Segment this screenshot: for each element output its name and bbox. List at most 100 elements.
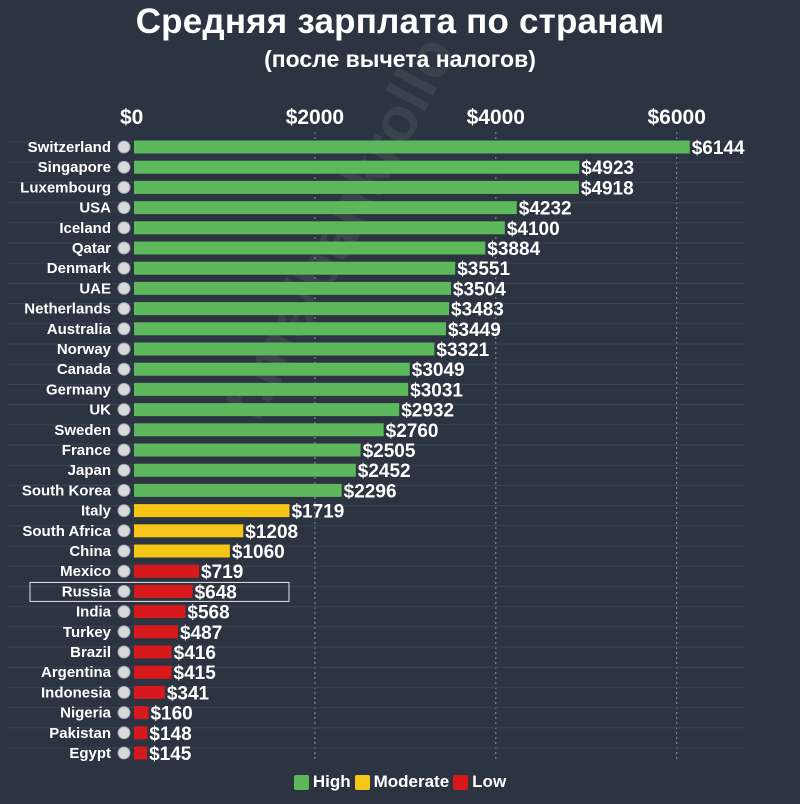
legend-swatch-low [453, 774, 469, 790]
flag-icon [117, 584, 131, 598]
legend-label-moderate: Moderate [373, 772, 450, 791]
bar [134, 362, 410, 376]
value-label: $4232 [519, 199, 572, 220]
value-label: $4100 [507, 219, 560, 240]
value-label: $2760 [386, 421, 439, 442]
flag-icon [117, 302, 131, 316]
x-tick-label: $6000 [647, 106, 705, 129]
country-label: South Korea [22, 482, 112, 499]
country-label: South Africa [22, 523, 111, 540]
bar [134, 140, 690, 154]
value-label: $1719 [291, 502, 344, 523]
flag-icon [117, 524, 131, 538]
legend-label-high: High [312, 772, 351, 791]
country-label: Denmark [47, 260, 112, 277]
value-label: $6144 [692, 138, 745, 159]
flag-icon [117, 504, 131, 518]
value-label: $2932 [401, 401, 454, 422]
flag-icon [117, 645, 131, 659]
bar [134, 685, 165, 699]
flag-icon [117, 362, 131, 376]
value-label: $160 [150, 704, 192, 725]
flag-icon [117, 605, 131, 619]
country-label: China [69, 543, 111, 560]
bar [134, 221, 505, 235]
country-label: Pakistan [49, 725, 111, 742]
value-label: $3049 [412, 360, 465, 381]
value-label: $341 [167, 683, 210, 704]
bar [134, 302, 450, 316]
bar [134, 665, 172, 679]
country-label: Norway [57, 341, 112, 358]
value-label: $3551 [457, 259, 510, 280]
value-label: $3504 [453, 279, 506, 300]
country-label: Turkey [63, 624, 112, 641]
x-tick-label: $0 [120, 106, 143, 129]
country-label: Australia [47, 321, 112, 338]
value-label: $2296 [344, 481, 397, 502]
value-label: $3884 [487, 239, 540, 260]
bar [134, 483, 342, 497]
flag-icon [117, 281, 131, 295]
flag-icon [117, 423, 131, 437]
legend-item-high: High [293, 772, 351, 792]
bar [134, 524, 244, 538]
flag-icon [117, 140, 131, 154]
flag-icon [117, 342, 131, 356]
x-tick-label: $2000 [286, 106, 344, 129]
flag-icon [117, 726, 131, 740]
value-label: $4923 [581, 158, 634, 179]
flag-icon [117, 180, 131, 194]
flag-icon [117, 564, 131, 578]
value-label: $648 [195, 582, 237, 603]
bar [134, 281, 451, 295]
flag-icon [117, 685, 131, 699]
bar [134, 746, 148, 760]
flag-icon [117, 241, 131, 255]
bar [134, 241, 486, 255]
bar [134, 504, 290, 518]
chart-subtitle: (после вычета налогов) [264, 46, 536, 72]
country-label: Switzerland [28, 139, 111, 156]
flag-icon [117, 443, 131, 457]
value-label: $487 [180, 623, 222, 644]
flag-icon [117, 221, 131, 235]
flag-icon [117, 382, 131, 396]
bar [134, 605, 186, 619]
value-label: $3483 [451, 300, 504, 321]
bar [134, 403, 400, 417]
bar [134, 584, 193, 598]
country-label: Italy [81, 503, 112, 520]
flag-icon [117, 665, 131, 679]
bar [134, 160, 580, 174]
bar [134, 342, 435, 356]
flag-icon [117, 483, 131, 497]
value-label: $1208 [245, 522, 298, 543]
country-label: Netherlands [24, 301, 111, 318]
flag-icon [117, 463, 131, 477]
legend-item-low: Low [453, 772, 506, 792]
country-label: Singapore [38, 159, 111, 176]
bar [134, 564, 200, 578]
x-tick-label: $4000 [467, 106, 525, 129]
legend-item-moderate: Moderate [354, 772, 450, 792]
value-label: $568 [187, 603, 229, 624]
highlight-box [29, 581, 290, 602]
value-label: $145 [149, 744, 192, 765]
flag-icon [117, 544, 131, 558]
country-label: Qatar [72, 240, 111, 257]
flag-icon [117, 746, 131, 760]
country-label: Japan [68, 462, 111, 479]
bar [134, 443, 361, 457]
bar [134, 463, 356, 477]
country-label: Nigeria [60, 705, 112, 722]
flag-icon [117, 322, 131, 336]
country-label: USA [79, 200, 111, 217]
value-label: $148 [149, 724, 191, 745]
country-label: UK [89, 402, 111, 419]
country-label: Egypt [69, 745, 111, 762]
bar [134, 544, 230, 558]
country-label: Luxembourg [20, 179, 111, 196]
country-label: Argentina [41, 664, 112, 681]
legend-swatch-high [293, 774, 309, 790]
